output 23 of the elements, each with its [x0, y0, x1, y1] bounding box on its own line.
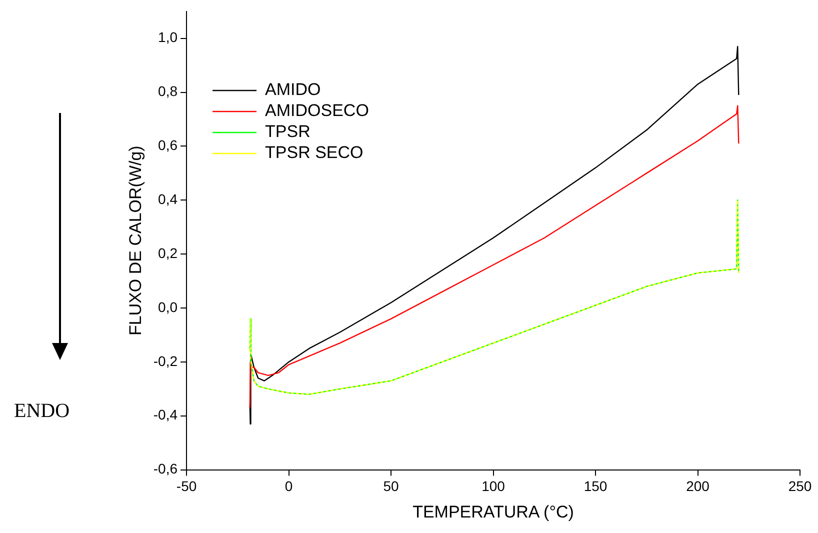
legend-label: TPSR SECO [265, 143, 364, 162]
x-tick-label: 200 [686, 478, 710, 494]
y-tick-label: 0,2 [158, 244, 178, 261]
text: ENDO [14, 400, 70, 423]
y-tick-label: 0,0 [158, 298, 178, 315]
x-tick-label: -50 [176, 478, 197, 494]
x-tick-label: 250 [788, 478, 812, 494]
y-tick-label: 0,8 [158, 83, 178, 100]
legend-label: TPSR [265, 122, 310, 142]
x-tick-label: 100 [482, 478, 506, 494]
y-tick-label: 0,6 [158, 137, 178, 154]
x-tick-label: 50 [383, 478, 400, 494]
x-tick-label: 0 [284, 478, 293, 494]
y-tick-label: -0,4 [153, 406, 178, 423]
y-tick-label: -0,2 [153, 352, 178, 369]
legend-label: AMIDOSECO [265, 101, 369, 120]
y-tick-label: 1,0 [158, 29, 178, 46]
y-tick-label: 0,4 [158, 191, 178, 208]
y-tick-label: -0,6 [153, 460, 178, 477]
y-axis-title: FLUXO DE CALOR(W/g) [126, 146, 145, 336]
x-tick-label: 150 [584, 478, 608, 494]
x-axis-title: TEMPERATURA (°C) [412, 502, 574, 522]
legend-label: AMIDO [265, 80, 321, 100]
